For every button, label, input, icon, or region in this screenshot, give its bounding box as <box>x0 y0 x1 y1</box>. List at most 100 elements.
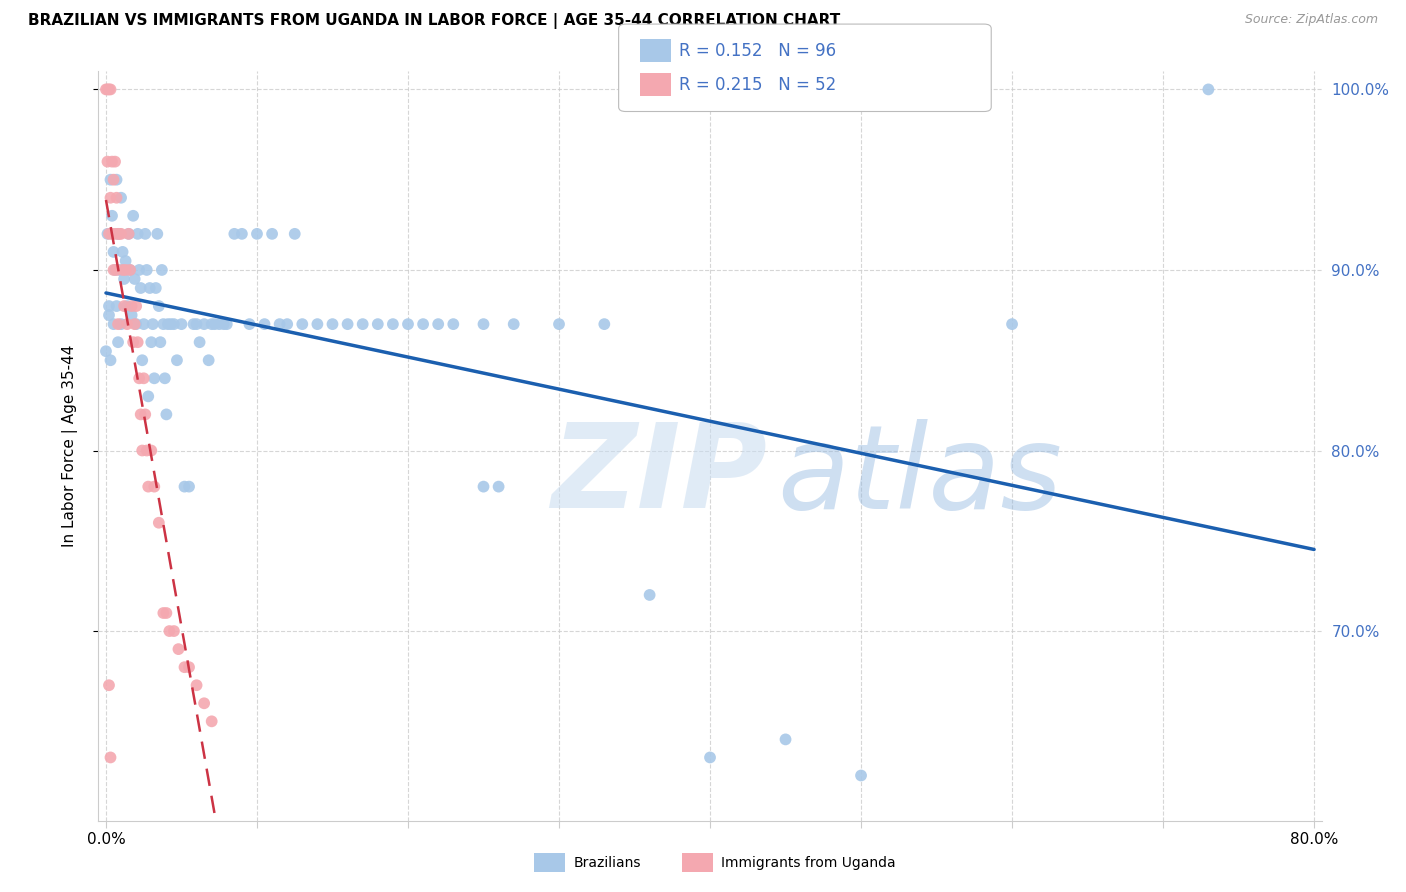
Point <box>336 317 359 331</box>
Point <box>173 480 195 494</box>
Point <box>100 82 122 96</box>
Point <box>117 227 139 241</box>
Point <box>152 317 174 331</box>
Point <box>111 263 134 277</box>
Point <box>472 317 495 331</box>
Point <box>117 227 139 241</box>
Point <box>238 317 260 331</box>
Point <box>105 172 128 186</box>
Point <box>103 172 125 186</box>
Point <box>121 299 143 313</box>
Point <box>103 244 125 259</box>
Point <box>177 480 200 494</box>
Point <box>204 317 226 331</box>
Point <box>110 227 132 241</box>
Point <box>100 191 122 205</box>
Point <box>212 317 235 331</box>
Text: Immigrants from Uganda: Immigrants from Uganda <box>721 855 896 870</box>
Point <box>139 281 162 295</box>
Point <box>124 317 146 331</box>
Point <box>396 317 419 331</box>
Point <box>262 227 284 241</box>
Point <box>94 82 117 96</box>
Point <box>134 408 156 422</box>
Point <box>166 353 188 368</box>
Point <box>105 299 128 313</box>
Point <box>112 272 135 286</box>
Point <box>149 335 172 350</box>
Point <box>352 317 374 331</box>
Point <box>193 317 215 331</box>
Point <box>128 371 150 385</box>
Point <box>101 154 124 169</box>
Point <box>104 227 127 241</box>
Y-axis label: In Labor Force | Age 35-44: In Labor Force | Age 35-44 <box>62 345 77 547</box>
Point <box>100 172 122 186</box>
Point <box>253 317 276 331</box>
Point <box>472 480 495 494</box>
Point <box>269 317 291 331</box>
Point <box>488 480 510 494</box>
Point <box>321 317 343 331</box>
Point <box>142 317 165 331</box>
Point <box>104 154 127 169</box>
Point <box>150 263 173 277</box>
Text: Brazilians: Brazilians <box>574 855 641 870</box>
Point <box>141 335 163 350</box>
Point <box>160 317 183 331</box>
Point <box>170 317 193 331</box>
Point <box>307 317 329 331</box>
Point <box>208 317 231 331</box>
Point <box>101 227 124 241</box>
Point <box>103 263 125 277</box>
Point <box>188 335 211 350</box>
Point <box>201 714 224 729</box>
Point <box>163 624 186 638</box>
Point <box>502 317 524 331</box>
Point <box>98 82 121 96</box>
Point <box>699 750 721 764</box>
Point <box>125 317 148 331</box>
Point <box>215 317 238 331</box>
Point <box>115 317 138 331</box>
Point <box>427 317 450 331</box>
Point <box>1001 317 1024 331</box>
Point <box>114 254 136 268</box>
Point <box>98 299 121 313</box>
Point <box>115 299 138 313</box>
Point <box>849 768 872 782</box>
Point <box>107 227 129 241</box>
Point <box>127 335 149 350</box>
Point <box>157 624 180 638</box>
Point <box>441 317 464 331</box>
Point <box>145 281 167 295</box>
Point <box>131 443 153 458</box>
Point <box>197 353 219 368</box>
Point <box>121 308 143 322</box>
Point <box>291 317 314 331</box>
Point <box>131 353 153 368</box>
Point <box>152 606 174 620</box>
Point <box>141 443 163 458</box>
Point <box>134 227 156 241</box>
Point <box>100 353 122 368</box>
Point <box>224 227 246 241</box>
Point <box>186 678 208 692</box>
Text: atlas: atlas <box>778 419 1063 533</box>
Point <box>153 371 176 385</box>
Point <box>143 371 166 385</box>
Point <box>638 588 661 602</box>
Point <box>120 263 142 277</box>
Point <box>173 660 195 674</box>
Point <box>107 335 129 350</box>
Text: R = 0.215   N = 52: R = 0.215 N = 52 <box>679 76 837 94</box>
Point <box>96 154 118 169</box>
Point <box>193 696 215 710</box>
Point <box>1197 82 1219 96</box>
Point <box>107 317 129 331</box>
Point <box>122 209 145 223</box>
Point <box>146 227 169 241</box>
Text: Source: ZipAtlas.com: Source: ZipAtlas.com <box>1244 13 1378 27</box>
Point <box>132 371 155 385</box>
Point <box>100 750 122 764</box>
